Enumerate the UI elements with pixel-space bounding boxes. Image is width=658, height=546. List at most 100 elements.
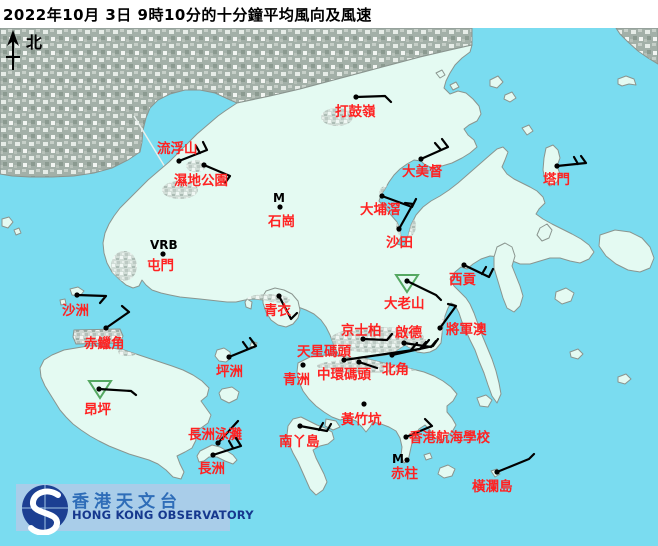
station-dot-tseung-kwan-o	[437, 325, 443, 331]
wind-barb-chek-lap-kok	[104, 304, 131, 330]
hko-logo-icon	[22, 485, 68, 535]
station-label-sha-chau: 沙洲	[62, 303, 89, 319]
station-dot-tai-mei-tuk	[418, 156, 424, 162]
wind-barb-ngong-ping	[97, 387, 138, 397]
station-label-tuen-mun: 屯門	[147, 257, 174, 274]
station-label-tseung-kwan-o: 將軍澳	[446, 321, 487, 338]
station-dot-central-pier	[356, 359, 362, 365]
station-label-lau-fau-shan: 流浮山	[157, 140, 198, 157]
wind-barb-tap-mun	[555, 154, 588, 168]
station-dot-ta-kwu-ling	[353, 94, 359, 100]
outlying-islands	[1, 69, 655, 479]
station-label-north-point: 北角	[382, 361, 409, 378]
station-label-cheung-chau: 長洲	[198, 461, 225, 477]
logo-english-name: HONG KONG OBSERVATORY	[72, 508, 254, 522]
station-chek-lap-kok: 赤鱲角	[84, 304, 131, 352]
station-dot-waglan-island	[494, 469, 500, 475]
wind-barb-north-point	[390, 337, 440, 357]
wind-barb-tsing-yi	[277, 294, 299, 321]
wind-barb-ta-kwu-ling	[354, 94, 393, 104]
station-dot-tai-po-kau	[379, 193, 385, 199]
wind-barb-cheung-chau	[211, 436, 243, 457]
logo-chinese-name: 香港天文台	[72, 492, 182, 512]
station-tap-mun: 塔門	[543, 154, 588, 188]
station-label-shek-kong: 石崗	[267, 213, 295, 230]
station-dot-stanley	[404, 457, 410, 463]
station-marker-stanley: M	[392, 452, 404, 466]
station-label-tai-mei-tuk: 大美督	[402, 163, 443, 180]
station-marker-tuen-mun: VRB	[150, 238, 178, 252]
wind-barb-kings-park	[361, 332, 394, 342]
station-marker-shek-kong: M	[273, 191, 285, 205]
lamma-island-land	[286, 416, 335, 496]
wind-barb-hk-sea-school	[404, 417, 434, 439]
station-kings-park: 京士柏	[341, 322, 394, 342]
station-dot-wong-chuk-hang	[361, 401, 367, 407]
wind-barb-sai-kung	[462, 263, 495, 279]
mainland-ne-corner	[615, 27, 658, 65]
station-label-ngong-ping: 昂坪	[84, 402, 111, 418]
station-label-star-ferry-pier: 天星碼頭	[297, 344, 351, 360]
station-wong-chuk-hang: 黃竹坑	[340, 401, 382, 428]
title-bar: 2022年10月 3日 9時10分的十分鐘平均風向及風速	[0, 0, 658, 28]
station-hk-sea-school: 香港航海學校	[403, 417, 490, 446]
station-label-wetland-park: 濕地公園	[174, 172, 228, 189]
wind-barb-tai-mei-tuk	[419, 137, 450, 161]
station-label-ta-kwu-ling: 打鼓嶺	[335, 103, 376, 120]
station-tates-cairn: 大老山	[384, 274, 443, 312]
station-dot-lau-fau-shan	[176, 158, 182, 164]
station-dot-hk-sea-school	[403, 434, 409, 440]
station-tuen-mun: VRB 屯門	[147, 238, 178, 274]
station-dot-star-ferry-pier	[341, 357, 347, 363]
wind-barb-wetland-park	[202, 163, 232, 185]
station-dot-lamma-island	[297, 423, 303, 429]
wind-barb-waglan-island	[495, 452, 536, 474]
station-label-waglan-island: 橫瀾島	[472, 478, 513, 495]
north-label: 北	[26, 33, 42, 52]
station-label-wong-chuk-hang: 黃竹坑	[340, 411, 382, 428]
north-indicator: 北	[6, 30, 42, 70]
station-dot-ngong-ping	[96, 386, 102, 392]
station-label-peng-chau: 坪洲	[216, 364, 243, 380]
station-sai-kung: 西貢	[449, 262, 495, 288]
station-dot-cheung-chau	[210, 452, 216, 458]
station-label-hk-sea-school: 香港航海學校	[408, 429, 490, 446]
station-dot-chek-lap-kok	[103, 325, 109, 331]
station-label-sha-tin: 沙田	[386, 235, 413, 251]
station-dot-peng-chau	[226, 354, 232, 360]
station-tsing-yi: 青衣	[264, 293, 299, 321]
station-label-stanley: 赤柱	[391, 465, 418, 482]
station-dot-tuen-mun	[160, 251, 166, 257]
shenzhen-bay-bridge	[133, 115, 169, 173]
station-dot-kings-park	[360, 336, 366, 342]
hong-kong-wind-map: 北 打鼓嶺 流浮山 濕地公園 M 石崗 大美督 塔門 大埔滘 沙田 VRB 屯門 西貢 沙洲 大老山 青衣赤…	[0, 27, 658, 546]
station-stanley: M赤柱	[391, 452, 418, 482]
station-cheung-chau-beach: 長洲泳灘	[188, 419, 242, 446]
station-label-cheung-chau-beach: 長洲泳灘	[188, 426, 242, 443]
station-ta-kwu-ling: 打鼓嶺	[335, 94, 393, 120]
station-dot-shek-kong	[277, 204, 283, 210]
wind-barb-lamma-island	[298, 421, 333, 433]
station-dot-tap-mun	[554, 163, 560, 169]
station-dot-cheung-chau-beach	[215, 440, 221, 446]
station-cheung-chau: 長洲	[198, 436, 243, 477]
station-label-tap-mun: 塔門	[543, 171, 570, 188]
airport-platform	[72, 328, 124, 345]
wind-barb-sha-chau	[75, 293, 108, 305]
station-lau-fau-shan: 流浮山	[157, 140, 209, 164]
station-label-tai-po-kau: 大埔滘	[360, 201, 401, 218]
station-label-kai-tak: 啟德	[395, 324, 422, 341]
station-dot-sha-tin	[396, 226, 402, 232]
station-tseung-kwan-o: 將軍澳	[437, 302, 487, 338]
station-lamma-island: 南丫島	[279, 421, 333, 450]
wind-barb-peng-chau	[227, 336, 258, 359]
station-label-kings-park: 京士柏	[341, 322, 382, 339]
station-star-ferry-pier: 天星碼頭	[297, 340, 428, 363]
station-central-pier: 中環碼頭	[317, 359, 379, 383]
hko-logo-banner: 香港天文台 HONG KONG OBSERVATORY	[16, 484, 254, 535]
station-dot-tsing-yi	[276, 293, 282, 299]
station-peng-chau: 坪洲	[216, 336, 258, 380]
station-label-green-island: 青洲	[283, 371, 310, 388]
